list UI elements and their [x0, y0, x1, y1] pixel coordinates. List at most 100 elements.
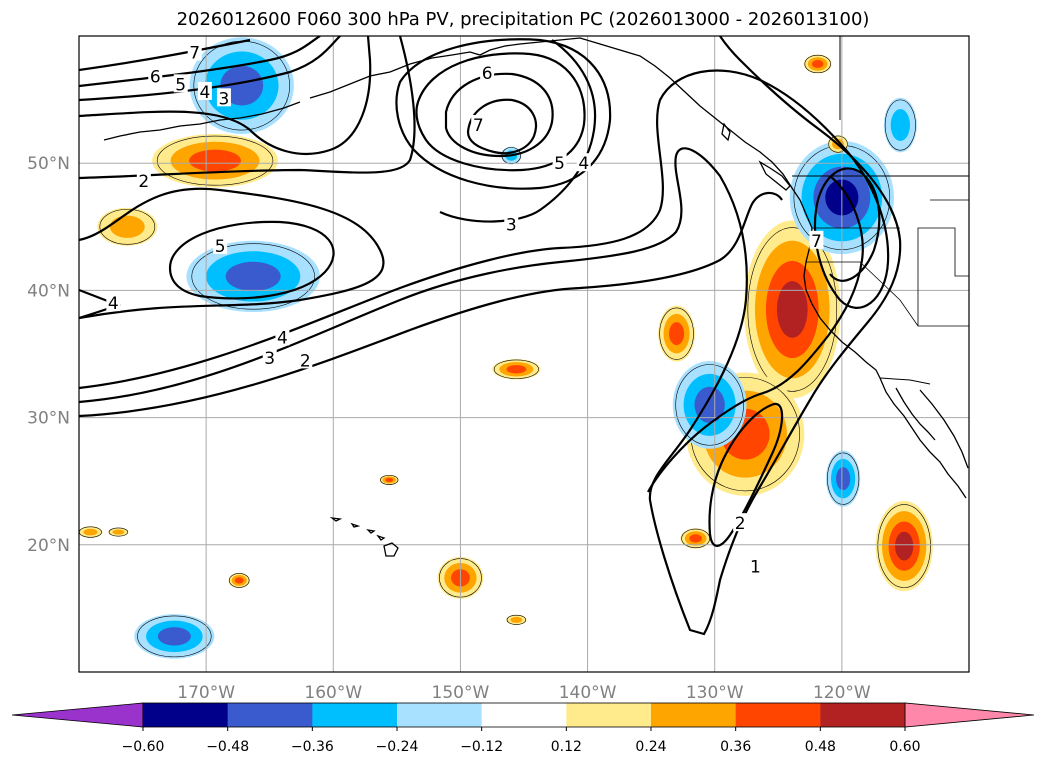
pv-label-14: 4 [578, 154, 589, 174]
pv-label-15: 3 [506, 215, 517, 235]
gridlines [79, 36, 969, 672]
precip-blob-5-outline [747, 227, 838, 392]
precip-blob-0-level-2 [189, 149, 241, 172]
precip-blob-15-level-3 [895, 531, 914, 561]
pv-label-3: 3 [219, 89, 230, 109]
pv-label-8: 4 [277, 328, 288, 348]
precip-blob-19-level-2 [157, 627, 191, 646]
precip-blob-2-level-2 [220, 65, 264, 106]
pv-label-9: 3 [264, 349, 275, 369]
precip-blob-0-outline [156, 135, 274, 186]
lat-label-0: 20°N [27, 536, 70, 556]
precip-blob-23-level-1 [112, 529, 125, 535]
pv-label-bg-15 [504, 214, 519, 233]
coastlines [103, 36, 969, 557]
colorbar-tick-7: 0.36 [720, 739, 751, 755]
colorbar-segment-6 [651, 703, 737, 727]
pv-label-bg-17 [733, 513, 748, 532]
lon-label-3: 140°W [559, 683, 617, 703]
colorbar-tick-1: −0.48 [206, 739, 249, 755]
precip-blob-14-level-2 [836, 467, 851, 491]
coastline-mexico [919, 389, 969, 469]
pv-label-bg-9 [262, 347, 277, 366]
pv-label-bg-12 [471, 115, 486, 134]
precip-blob-12-outline [828, 135, 848, 153]
precip-blob-9-outline [675, 364, 744, 446]
pv-label-16: 7 [811, 232, 822, 252]
coastline-aleutians [103, 101, 301, 141]
precip-blob-21 [379, 474, 399, 486]
pv-label-bg-7 [106, 293, 121, 312]
pv-contour-4-low-link [439, 39, 597, 223]
precip-blob-11 [883, 97, 917, 153]
precip-blob-23-outline [108, 527, 129, 537]
colorbar-tick-0: −0.60 [122, 739, 165, 755]
pv-contour-4-east [79, 69, 890, 390]
pv-label-6: 5 [215, 237, 226, 257]
colorbar-extend-low [11, 702, 144, 728]
lat-label-3: 50°N [27, 154, 70, 174]
precip-blob-6-outline [659, 307, 694, 360]
precip-blob-5-level-3 [776, 281, 808, 338]
precip-blob-22-level-1 [83, 528, 98, 536]
precip-blob-14 [825, 450, 861, 507]
pv-contour-low-outer [395, 38, 612, 190]
precip-blob-19-outline [137, 615, 212, 658]
precip-blob-6 [658, 305, 696, 362]
pv-contour-2-east [79, 191, 783, 418]
colorbar-segment-2 [312, 703, 398, 727]
precip-blob-17 [680, 528, 711, 549]
map-background [79, 36, 969, 672]
chart-title: 2026012600 F060 300 hPa PV, precipitatio… [177, 9, 870, 30]
colorbar-tick-4: −0.12 [460, 739, 503, 755]
precip-blob-1-outline [99, 208, 156, 245]
pv-contour-4-west [79, 36, 341, 102]
colorbar-segment-1 [227, 703, 313, 727]
colorbar-segment-3 [397, 703, 483, 727]
lat-label-1: 30°N [27, 409, 70, 429]
precip-blob-18-outline [228, 573, 250, 588]
precip-blob-13 [803, 54, 832, 74]
pv-label-18: 1 [750, 557, 761, 577]
precip-blob-15-outline [877, 504, 931, 588]
colorbar-segment-7 [735, 703, 821, 727]
precip-blob-18-level-2 [234, 577, 244, 584]
coastline-alaska-bc [309, 37, 813, 229]
pv-label-12: 7 [473, 116, 484, 136]
lon-label-0: 170°W [177, 683, 235, 703]
pv-label-5: 2 [138, 172, 149, 192]
pv-label-bg-14 [576, 153, 591, 172]
pv-label-bg-18 [748, 556, 763, 575]
colorbar-tick-5: 0.12 [551, 739, 582, 755]
precip-blob-14-outline [827, 452, 860, 505]
pv-label-bg-2 [197, 81, 212, 100]
latitude-labels: 20°N 30°N 40°N 50°N [27, 154, 70, 556]
pv-label-bg-4 [187, 42, 202, 61]
precip-blob-23 [108, 527, 129, 537]
precip-blob-11-outline [884, 99, 916, 151]
colorbar-extend-high [904, 702, 1035, 728]
precip-blob-7-outline [493, 359, 539, 379]
precip-blob-13-outline [804, 54, 831, 74]
pv-label-7: 4 [108, 294, 119, 314]
precip-blob-22 [79, 526, 103, 538]
border-us-mexico [879, 377, 931, 385]
pv-contour-2-cutoff [708, 402, 784, 547]
pv-contour-high-outer [79, 187, 385, 320]
pv-label-bg-3 [216, 88, 231, 107]
lon-label-5: 120°W [813, 683, 871, 703]
colorbar-frame [142, 702, 906, 728]
precip-blob-20 [506, 614, 527, 625]
pv-contour-low-mid [415, 52, 586, 172]
border-states [806, 199, 969, 327]
precip-blob-7-level-2 [506, 365, 527, 374]
precip-blob-1 [97, 207, 158, 246]
coastline-hawaii [329, 517, 399, 557]
precip-blob-20-outline [506, 614, 527, 625]
longitude-labels: 170°W 160°W 150°W 140°W 130°W 120°W [177, 683, 871, 703]
precip-blob-18 [228, 572, 251, 589]
colorbar-segment-5 [566, 703, 652, 727]
pv-label-bg-8 [275, 327, 290, 346]
